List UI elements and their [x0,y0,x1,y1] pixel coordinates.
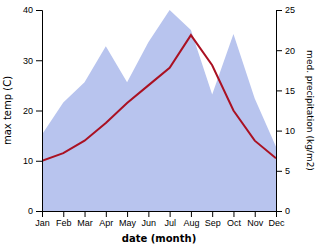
x-axis: Jan Feb Mar Apr May Jun Jul Aug Sep Oct Nov Dec [35,211,285,228]
tick: Apr [99,211,113,228]
tick: May [119,211,137,228]
x-axis-title: date (month) [122,233,196,244]
tick-label: 0 [28,206,33,216]
chart: JanFebMarAprMayJunJulAugSepOctNovDec0102… [0,0,318,247]
tick: Nov [247,211,264,228]
tick-mark [233,211,234,217]
y-axis: 0 10 20 30 40 [23,5,43,216]
tick: 25 [276,5,295,15]
tick-mark [36,111,42,112]
tick-mark [63,211,64,217]
tick-mark [276,90,282,91]
area [42,10,276,211]
tick-mark [170,211,171,217]
tick-mark [148,211,149,217]
tick: Feb [56,211,72,228]
tick-label: May [119,218,137,228]
tick-mark [255,211,256,217]
tick-label: Dec [268,218,285,228]
tick-label: 5 [285,166,290,176]
tick-mark [276,171,282,172]
y2-axis: 0 5 10 15 20 25 [276,5,295,216]
tick-label: Aug [183,218,199,228]
tick-mark [276,50,282,51]
tick-label: Apr [99,218,113,228]
tick-mark [191,211,192,217]
marks [42,10,276,211]
tick-label: Mar [77,218,93,228]
tick-mark [36,211,42,212]
tick: 0 [28,206,42,216]
tick: 0 [276,206,290,216]
tick-mark [36,161,42,162]
axis-line [277,11,283,212]
tick-label: Sep [205,218,221,228]
tick-label: Jul [164,218,176,228]
tick-label: 40 [23,5,33,15]
tick-mark [127,211,128,217]
tick: Dec [268,211,285,228]
tick-label: 10 [285,126,295,136]
tick-mark [36,60,42,61]
tick-mark [276,10,282,11]
tick-label: 10 [23,156,33,166]
line [42,35,276,161]
tick-mark [85,211,86,217]
axis-line [36,11,43,212]
y-axis-title: max temp (C) [2,76,13,145]
tick: 10 [276,126,295,136]
tick: Jul [164,211,176,228]
tick: Jun [142,211,157,228]
tick-label: Jun [142,218,157,228]
tick-label: Oct [227,218,242,228]
tick: Oct [227,211,242,228]
tick: 20 [276,46,295,56]
tick: 15 [276,86,295,96]
tick-label: Nov [247,218,264,228]
tick: Sep [205,211,221,228]
tick: 30 [23,56,42,66]
axis-line [43,212,277,218]
tick-label: 25 [285,5,295,15]
tick-label: 0 [285,206,290,216]
tick-label: 20 [23,106,33,116]
tick: Aug [183,211,199,228]
tick: Mar [77,211,93,228]
y2-axis-title: med. precipitation (kg/m2) [305,50,315,171]
tick: Jan [35,211,50,228]
plot: JanFebMarAprMayJunJulAugSepOctNovDec0102… [23,5,295,228]
tick-mark [276,211,282,212]
tick-mark [106,211,107,217]
tick-mark [276,131,282,132]
tick: 40 [23,5,42,15]
tick-label: Jan [35,218,50,228]
tick-mark [212,211,213,217]
tick-label: 30 [23,56,33,66]
tick: 5 [276,166,290,176]
tick-label: Feb [56,218,72,228]
tick: 10 [23,156,42,166]
tick: 20 [23,106,42,116]
tick-label: 20 [285,46,295,56]
tick-label: 15 [285,86,295,96]
tick-mark [36,10,42,11]
